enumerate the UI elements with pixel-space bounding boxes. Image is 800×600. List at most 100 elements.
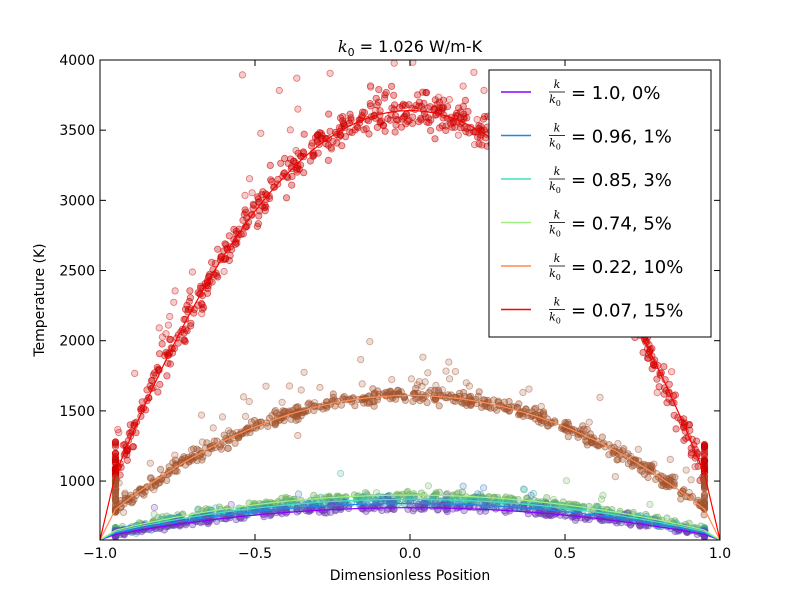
scatter-point (156, 380, 164, 389)
scatter-point (398, 115, 406, 123)
scatter-point (304, 400, 312, 408)
scatter-point (180, 336, 189, 344)
legend-frac-subscript: 0 (556, 99, 561, 108)
scatter-point (442, 126, 450, 134)
scatter-point (522, 405, 530, 413)
scatter-outlier (294, 490, 303, 498)
scatter-point (401, 396, 409, 404)
scatter-point (366, 100, 374, 108)
scatter-point (225, 232, 233, 240)
scatter-outlier (225, 427, 233, 435)
scatter-point (474, 133, 482, 141)
scatter-outlier (171, 451, 179, 459)
scatter-point (111, 439, 120, 447)
scatter-point (687, 451, 695, 459)
scatter-outlier (366, 337, 374, 346)
y-tick-label: 2000 (59, 334, 95, 350)
scatter-outlier (245, 175, 254, 183)
scatter-outlier (238, 71, 246, 79)
scatter-point (412, 384, 420, 392)
scatter-point (282, 194, 291, 202)
legend-label: = 0.22, 10% (571, 257, 683, 278)
scatter-point (253, 222, 261, 230)
scatter-point (267, 176, 275, 184)
legend-label: = 0.96, 1% (571, 127, 672, 148)
title-rest: = 1.026 W/m-K (355, 37, 483, 56)
scatter-outlier (170, 298, 178, 306)
scatter-point (475, 388, 483, 396)
scatter-point (371, 389, 379, 397)
title-subscript: 0 (348, 46, 355, 59)
scatter-point (583, 441, 591, 449)
scatter-point (652, 475, 660, 483)
scatter-point (269, 183, 278, 191)
scatter-point (545, 511, 553, 519)
scatter-point (564, 418, 572, 426)
scatter-outlier (445, 96, 453, 104)
fit-line (100, 502, 720, 540)
scatter-outlier (421, 378, 429, 386)
scatter-outlier (194, 506, 202, 514)
scatter-point (700, 442, 709, 451)
scatter-point (700, 498, 709, 506)
scatter-outlier (519, 485, 528, 493)
scatter-outlier (525, 385, 533, 393)
y-tick-label: 1500 (59, 404, 95, 420)
scatter-point (128, 499, 136, 507)
y-tick-label: 3000 (59, 193, 95, 209)
scatter-point (231, 439, 239, 447)
scatter-point (373, 396, 381, 404)
x-tick-label: −1.0 (83, 546, 117, 562)
scatter-outlier (286, 126, 294, 134)
scatter-point (372, 94, 380, 102)
scatter-point (111, 449, 120, 458)
x-tick-label: 0.5 (554, 546, 576, 562)
scatter-point (397, 123, 406, 131)
scatter-point (351, 402, 359, 410)
scatter-outlier (224, 444, 232, 453)
scatter-outlier (691, 463, 699, 471)
x-axis: −1.0 −0.5 0.0 0.5 1.0 (83, 60, 731, 562)
scatter-point (402, 110, 411, 118)
scatter-point (187, 322, 195, 330)
fit-line (100, 394, 720, 540)
legend-frac-subscript: 0 (556, 273, 561, 282)
scatter-outlier (300, 368, 308, 376)
scatter-point (111, 494, 120, 502)
scatter-outlier (596, 393, 604, 401)
scatter-point (420, 505, 428, 513)
scatter-point (652, 519, 660, 527)
scatter-outlier (248, 189, 256, 197)
legend-frac-subscript: 0 (556, 186, 561, 195)
scatter-point (660, 362, 668, 371)
scatter-point (239, 216, 247, 224)
scatter-point (316, 129, 324, 137)
scatter-point (663, 399, 671, 407)
scatter-point (644, 473, 652, 482)
scatter-point (476, 134, 484, 142)
scatter-point (390, 91, 398, 99)
scatter-point (300, 169, 308, 177)
legend-frac-subscript: 0 (556, 317, 561, 326)
scatter-outlier (614, 439, 622, 448)
scatter-point (426, 127, 435, 135)
scatter-point (254, 193, 262, 201)
scatter-point (329, 393, 337, 401)
scatter-outlier (459, 82, 467, 90)
scatter-outlier (682, 466, 690, 474)
scatter-point (413, 91, 422, 99)
scatter-point (220, 431, 228, 439)
legend-frac-denominator: k0 (549, 93, 561, 108)
legend-label: = 0.07, 15% (571, 301, 683, 322)
scatter-outlier (146, 459, 154, 467)
scatter-outlier (666, 455, 674, 463)
scatter-point (598, 433, 606, 441)
scatter-point (486, 404, 495, 412)
scatter-outlier (367, 83, 375, 91)
legend-frac-denominator: k0 (549, 267, 561, 282)
scatter-point (419, 395, 427, 403)
scatter-point (353, 122, 361, 131)
scatter-point (258, 191, 266, 199)
scatter-point (214, 245, 222, 253)
